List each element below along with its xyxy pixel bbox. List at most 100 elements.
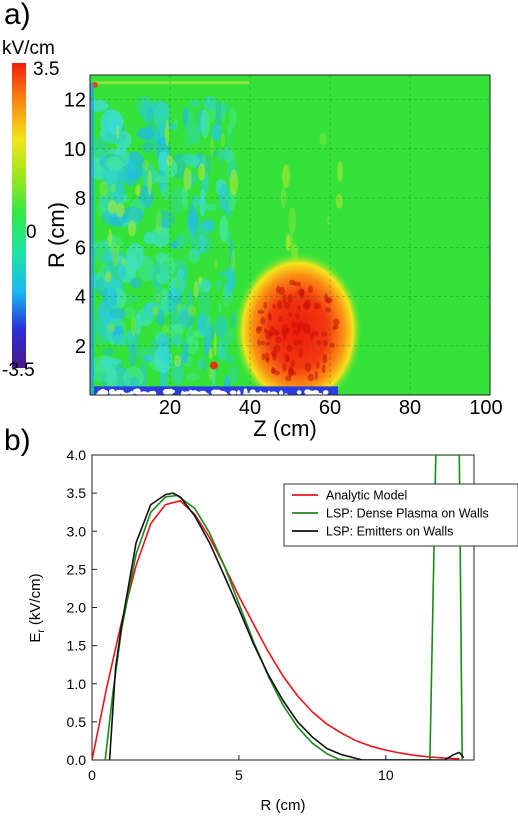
field-texture-blob [120,206,144,224]
field-texture-streak [116,125,120,139]
field-texture-streak [135,185,140,196]
colorbar-max-label: 3.5 [33,59,59,80]
axis-speckle [132,388,141,395]
axis-speckle [126,392,131,395]
hotspot-speckle [333,318,340,326]
field-texture-blob [226,265,236,293]
field-texture-streak [130,316,137,336]
legend: Analytic Model LSP: Dense Plasma on Walls… [283,483,518,547]
line-ytick-label: 0.0 [67,752,87,768]
hotspot-speckle [300,288,305,297]
field-texture-streak [166,154,173,167]
field-texture-blob [90,99,109,112]
field-texture-blob [159,367,168,393]
axis-speckle [210,389,219,395]
field-texture-streak [193,281,199,298]
heatmap-ytick-label: 8 [75,188,86,210]
field-texture-blob [156,272,170,284]
heatmap-xtick-label: 80 [399,397,421,419]
field-texture-streak [121,257,126,268]
field-texture-streak [319,133,327,146]
hotspot-speckle [268,313,273,321]
line-chart-ylabel: Er (kV/cm) [27,573,47,642]
field-texture-streak [156,293,161,303]
field-texture-blob [146,108,154,127]
field-texture-blob [181,153,196,164]
field-texture-blob [187,249,201,263]
axis-speckle [279,390,284,395]
axis-speckle [296,390,302,395]
hotspot-speckle [291,321,298,329]
axis-speckle [196,391,201,395]
field-texture-streak [285,233,291,252]
field-texture-blob [215,315,228,339]
hotspot-speckle [273,329,279,337]
field-texture-blob [141,100,153,123]
field-texture-blob [178,268,184,279]
field-texture-blob [228,128,232,154]
axis-speckle [188,389,193,394]
field-texture-blob [184,335,200,354]
field-texture-blob [135,95,155,117]
field-texture-streak [198,163,206,181]
heatmap-xtick-label: 100 [469,397,502,419]
near-axis-hotspot [210,361,218,370]
field-texture-blob [90,241,107,249]
line-xtick-label: 5 [235,767,243,783]
axis-speckle [120,389,124,395]
line-chart-xlabel: R (cm) [261,797,306,814]
field-texture-blob [164,300,176,314]
field-texture-blob [224,375,231,390]
hotspot-speckle [271,350,277,357]
line-ytick-label: 3.0 [67,523,87,539]
axis-speckle [109,390,117,395]
field-texture-blob [203,95,216,111]
hotspot-speckle [286,344,293,353]
field-texture-streak [151,306,159,316]
heatmap-ytick-label: 2 [75,336,86,358]
colorbar-gradient [12,63,26,368]
field-texture-blob [176,234,183,252]
hotspot-speckle [288,311,293,318]
field-texture-blob [196,357,206,371]
field-texture-blob [185,372,201,381]
field-texture-streak [115,203,125,218]
hotspot-speckle [329,343,335,348]
hotspot-speckle [311,331,319,337]
hotspot-speckle [325,296,331,304]
axis-speckle [269,391,278,395]
heatmap-xtick-label: 20 [159,397,181,419]
hotspot-speckle [296,304,301,311]
field-texture-streak [208,347,213,360]
field-texture-blob [159,253,176,278]
hotspot-speckle [281,328,288,337]
hotspot-speckle [302,302,309,310]
hotspot-speckle [261,353,266,361]
axis-speckle [236,390,241,395]
heatmap-ytick-label: 10 [64,139,86,161]
field-texture-blob [184,123,192,150]
field-texture-blob [201,359,207,372]
field-texture-streak [162,325,169,334]
field-texture-blob [156,309,165,326]
line-ytick-label: 3.5 [67,485,87,501]
field-texture-blob [187,206,199,233]
colorbar-mid-label: 0 [26,222,37,243]
field-texture-streak [107,200,117,214]
field-texture-blob [228,328,233,337]
field-texture-blob [102,164,127,190]
field-texture-blob [159,262,171,283]
panel-b-label: b) [4,424,31,457]
field-texture-blob [155,175,172,184]
axis-speckle [323,390,329,395]
field-texture-streak [183,167,192,190]
field-texture-blob [94,135,108,160]
field-texture-blob [106,156,124,171]
hotspot-speckle [283,294,287,304]
axis-speckle [242,392,251,395]
field-texture-blob [123,159,136,187]
hotspot-speckle [315,361,320,369]
field-texture-blob [219,215,229,243]
hotspot-speckle [275,336,282,344]
field-texture-blob [167,324,183,338]
